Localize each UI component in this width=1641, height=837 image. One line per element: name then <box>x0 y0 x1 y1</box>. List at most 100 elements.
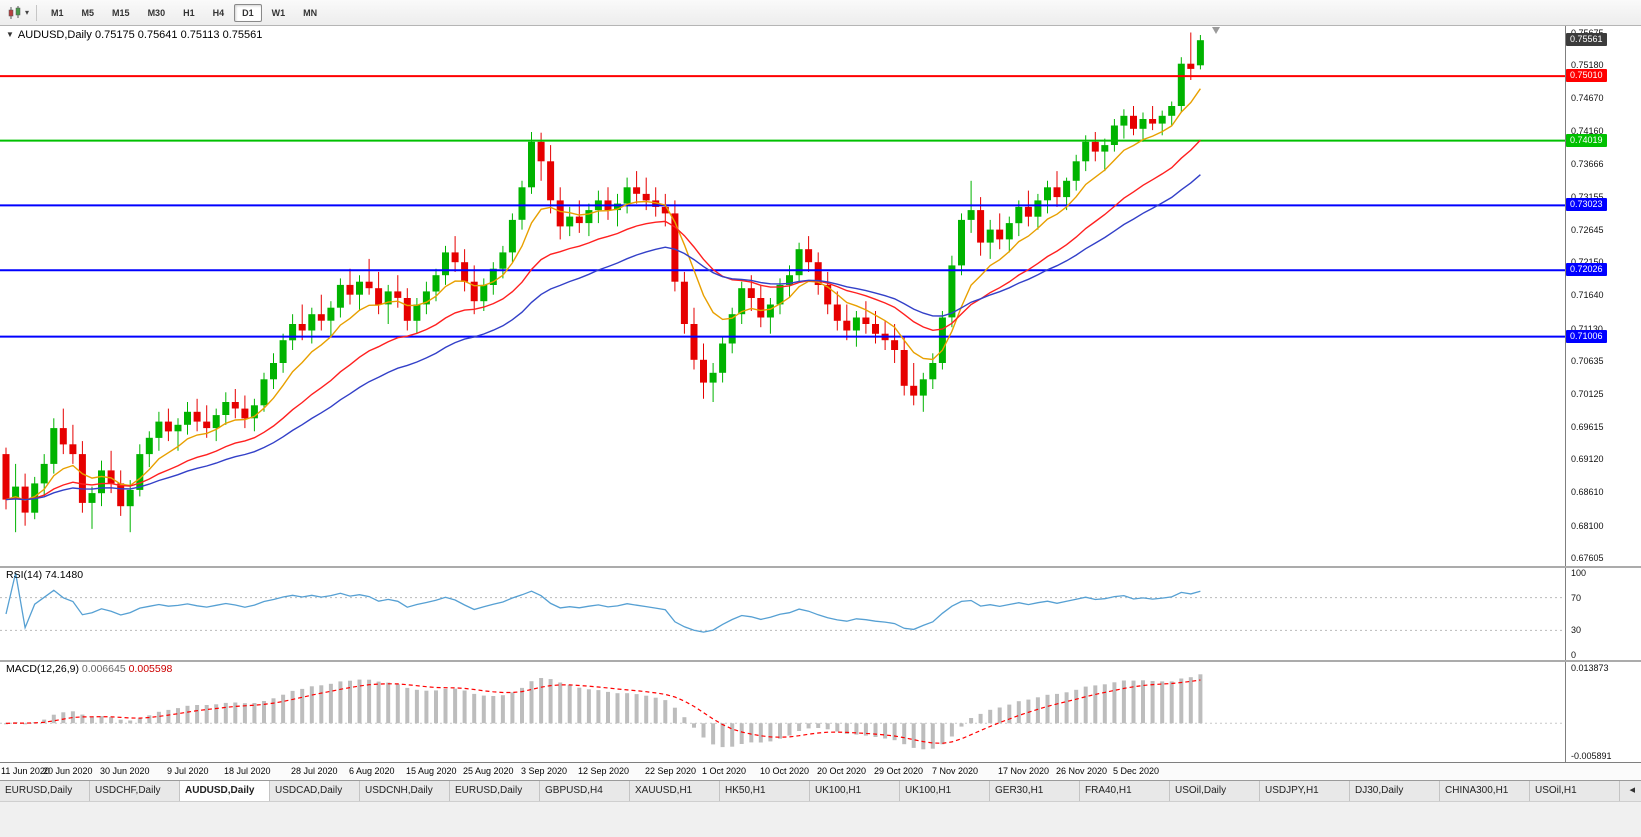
price-tick-label: 0.74160 <box>1571 126 1604 136</box>
price-tick-label: 0.74670 <box>1571 93 1604 103</box>
rsi-level-label: 0 <box>1571 650 1577 660</box>
date-tick-label: 26 Nov 2020 <box>1056 766 1108 776</box>
macd-pane: MACD(12,26,9) 0.006645 0.005598 <box>0 662 1641 762</box>
timeframe-button-mn[interactable]: MN <box>303 7 318 18</box>
date-tick-label: 20 Oct 2020 <box>817 766 867 776</box>
price-tick-label: 0.73155 <box>1571 192 1604 202</box>
tab-scroll-left-icon[interactable]: ◂ <box>1626 783 1638 796</box>
macd-label: MACD(12,26,9) <box>6 663 79 675</box>
rsi-chart[interactable] <box>0 568 1565 660</box>
timeframe-toolbar: M1 M5 M15 M30 H1 H4 D1 W1 MN <box>42 3 326 22</box>
date-tick-label: 12 Sep 2020 <box>578 766 630 776</box>
chart-symbol-label: AUDUSD,Daily <box>17 29 92 41</box>
price-tick-label: 0.73666 <box>1571 159 1604 169</box>
chart-tab-hk50-h1[interactable]: HK50,H1 <box>720 781 810 801</box>
price-tick-label: 0.71130 <box>1571 324 1603 334</box>
chart-tab-usdchf-daily[interactable]: USDCHF,Daily <box>90 781 180 801</box>
chart-tab-xauusd-h1[interactable]: XAUUSD,H1 <box>630 781 720 801</box>
date-axis[interactable]: 11 Jun 2020 20 Jun 2020 30 Jun 2020 9 Jul 2… <box>0 762 1641 780</box>
timeframe-button-h4[interactable]: H4 <box>212 7 225 18</box>
hline-price-tag: 0.71006 <box>1566 330 1607 343</box>
collapse-arrow-icon[interactable]: ▼ <box>6 30 14 39</box>
price-chart-pane: ▼ AUDUSD,Daily 0.75175 0.75641 0.75113 0.… <box>0 26 1641 566</box>
chart-tab-uk100-h1[interactable]: UK100,H1 <box>810 781 900 801</box>
price-tick-label: 0.72645 <box>1571 225 1604 235</box>
rsi-level-label: 70 <box>1571 593 1582 603</box>
chart-tab-dj30-daily[interactable]: DJ30,Daily <box>1350 781 1440 801</box>
date-tick-label: 20 Jun 2020 <box>43 766 93 776</box>
price-tick-label: 0.71640 <box>1571 290 1604 300</box>
timeframe-button-d1[interactable]: D1 <box>234 3 262 22</box>
timeframe-button-m5[interactable]: M5 <box>81 7 95 18</box>
chart-tab-usoil-daily[interactable]: USOil,Daily <box>1170 781 1260 801</box>
timeframe-button-m1[interactable]: M1 <box>51 7 64 18</box>
chart-tab-china300-h1[interactable]: CHINA300,H1 <box>1440 781 1530 801</box>
chart-tab-usoil-h1[interactable]: USOil,H1 <box>1530 781 1620 801</box>
date-tick-label: 29 Oct 2020 <box>874 766 924 776</box>
price-tick-label: 0.75180 <box>1571 60 1604 70</box>
chart-area: ▼ AUDUSD,Daily 0.75175 0.75641 0.75113 0.… <box>0 26 1641 762</box>
chart-tab-eurusd-daily[interactable]: EURUSD,Daily <box>450 781 540 801</box>
date-tick-label: 17 Nov 2020 <box>998 766 1050 776</box>
chart-type-icon[interactable] <box>5 4 25 22</box>
current-price-tag: 0.75561 <box>1566 33 1607 46</box>
rsi-value: 74.1480 <box>45 569 84 581</box>
pane-splitter[interactable] <box>0 566 1641 568</box>
timeframe-button-m15[interactable]: M15 <box>112 7 130 18</box>
price-tick-label: 0.70125 <box>1571 389 1604 399</box>
toolbar-separator <box>36 4 38 21</box>
timeframe-button-m30[interactable]: M30 <box>147 7 166 18</box>
chart-tab-usdcnh-daily[interactable]: USDCNH,Daily <box>360 781 450 801</box>
date-tick-label: 30 Jun 2020 <box>100 766 150 776</box>
chart-tab-usdcad-daily[interactable]: USDCAD,Daily <box>270 781 360 801</box>
date-tick-label: 11 Jun 2020 <box>1 766 50 776</box>
chart-shift-marker[interactable] <box>1212 27 1220 34</box>
price-tick-label: 0.69120 <box>1571 454 1604 464</box>
pane-splitter[interactable] <box>0 660 1641 662</box>
macd-signal-value: 0.005598 <box>128 663 173 675</box>
rsi-label: RSI(14) <box>6 569 43 581</box>
macd-scale-min-label: -0.005891 <box>1571 751 1612 761</box>
rsi-title: RSI(14) 74.1480 <box>6 569 83 581</box>
price-tick-label: 0.68100 <box>1571 521 1604 531</box>
price-tick-label: 0.69615 <box>1571 422 1604 432</box>
timeframe-button-h1[interactable]: H1 <box>183 7 195 18</box>
chart-type-dropdown-icon[interactable]: ▾ <box>25 8 30 17</box>
chart-tab-uk100-h1[interactable]: UK100,H1 <box>900 781 990 801</box>
macd-title: MACD(12,26,9) 0.006645 0.005598 <box>6 663 172 675</box>
date-tick-label: 18 Jul 2020 <box>224 766 271 776</box>
chart-tab-usdjpy-h1[interactable]: USDJPY,H1 <box>1260 781 1350 801</box>
hline-price-tag: 0.74019 <box>1566 134 1607 147</box>
timeframe-button-w1[interactable]: W1 <box>271 7 286 18</box>
date-tick-label: 15 Aug 2020 <box>406 766 457 776</box>
macd-main-value: 0.006645 <box>81 663 126 675</box>
date-tick-label: 10 Oct 2020 <box>760 766 810 776</box>
date-tick-label: 9 Jul 2020 <box>167 766 209 776</box>
rsi-level-label: 30 <box>1571 625 1582 635</box>
rsi-level-label: 100 <box>1571 568 1587 578</box>
macd-chart[interactable] <box>0 662 1565 762</box>
candlestick-chart[interactable] <box>0 26 1565 566</box>
chart-tab-fra40-h1[interactable]: FRA40,H1 <box>1080 781 1170 801</box>
status-area <box>0 801 1641 837</box>
chart-tab-ger30-h1[interactable]: GER30,H1 <box>990 781 1080 801</box>
chart-tabs-bar: EURUSD,Daily USDCHF,Daily AUDUSD,Daily USDC… <box>0 780 1641 801</box>
rsi-pane: RSI(14) 74.1480 <box>0 568 1641 660</box>
price-tick-label: 0.72150 <box>1571 257 1604 267</box>
price-tick-label: 0.67605 <box>1571 553 1604 563</box>
date-tick-label: 6 Aug 2020 <box>349 766 395 776</box>
hline-price-tag: 0.73023 <box>1566 198 1607 211</box>
chart-tab-eurusd-daily[interactable]: EURUSD,Daily <box>0 781 90 801</box>
date-tick-label: 28 Jul 2020 <box>291 766 338 776</box>
hline-price-tag: 0.75010 <box>1566 69 1607 82</box>
price-axis[interactable]: 0.756750.751800.746700.741600.736660.731… <box>1565 26 1641 762</box>
date-tick-label: 3 Sep 2020 <box>521 766 568 776</box>
chart-ohlc-values: 0.75175 0.75641 0.75113 0.75561 <box>94 29 263 41</box>
date-tick-label: 1 Oct 2020 <box>702 766 747 776</box>
toolbar: ▾ M1 M5 M15 M30 H1 H4 D1 W1 MN <box>0 0 1641 26</box>
chart-tab-audusd-daily[interactable]: AUDUSD,Daily <box>180 781 270 801</box>
chart-title: ▼ AUDUSD,Daily 0.75175 0.75641 0.75113 0.… <box>6 29 262 41</box>
chart-tab-gbpusd-h4[interactable]: GBPUSD,H4 <box>540 781 630 801</box>
date-tick-label: 25 Aug 2020 <box>463 766 514 776</box>
